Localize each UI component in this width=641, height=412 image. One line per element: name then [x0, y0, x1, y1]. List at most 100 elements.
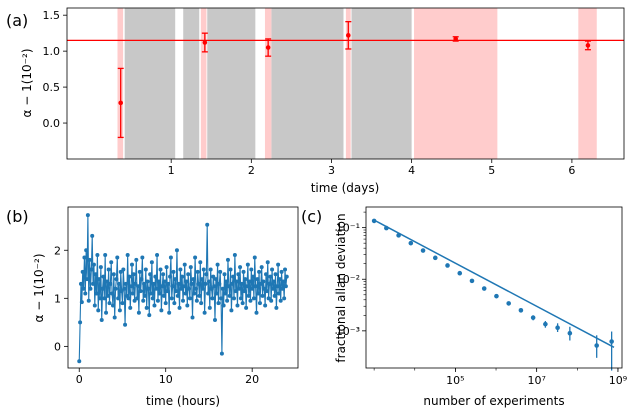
gray-band	[183, 8, 200, 159]
data-point	[271, 279, 276, 284]
data-point	[256, 291, 261, 296]
x-tick-label: 6	[568, 164, 575, 177]
x-tick-label: 10⁹	[609, 374, 627, 387]
data-point	[216, 301, 221, 306]
data-point	[238, 265, 243, 270]
data-point	[105, 293, 110, 298]
data-point	[78, 281, 83, 286]
data-point	[184, 279, 189, 284]
data-point	[234, 279, 239, 284]
data-point	[276, 291, 281, 296]
data-point	[111, 272, 116, 277]
data-point	[396, 233, 401, 238]
data-point	[88, 286, 93, 291]
data-point	[197, 293, 202, 298]
data-point	[91, 262, 96, 267]
data-point	[167, 310, 172, 315]
data-point	[110, 291, 115, 296]
data-point	[93, 272, 98, 277]
data-point	[90, 233, 95, 238]
x-tick-label: 4	[408, 164, 415, 177]
data-point	[80, 269, 85, 274]
data-point	[190, 315, 195, 320]
panel-a-plot-area	[67, 8, 624, 159]
data-point	[251, 274, 256, 279]
panel-c-x-label: number of experiments	[423, 394, 564, 408]
data-point	[205, 222, 210, 227]
red-band	[345, 8, 351, 159]
data-point	[279, 269, 284, 274]
data-point	[149, 291, 154, 296]
data-point	[172, 301, 177, 306]
data-point	[243, 277, 248, 282]
data-point	[225, 257, 230, 262]
data-point	[250, 286, 255, 291]
data-point	[176, 281, 181, 286]
data-point	[265, 260, 270, 265]
data-point	[157, 291, 162, 296]
data-point	[162, 279, 167, 284]
data-point	[159, 308, 164, 313]
data-point	[143, 267, 148, 272]
data-point	[189, 281, 194, 286]
red-band	[578, 8, 597, 159]
data-point	[109, 260, 114, 265]
data-point	[139, 277, 144, 282]
data-point	[193, 255, 198, 260]
x-tick-label: 5	[488, 164, 495, 177]
panel-b-y-ticks: 0 1 2	[54, 244, 68, 353]
data-point	[173, 277, 178, 282]
data-point	[530, 315, 536, 320]
data-point	[136, 284, 141, 289]
panel-b: (b) 0 10 20 0 1 2 time (hours) α − 1(10⁻²)	[6, 206, 299, 408]
data-point	[260, 293, 265, 298]
data-point	[117, 308, 122, 313]
data-point	[567, 330, 573, 336]
data-point	[85, 277, 90, 282]
data-point	[209, 286, 214, 291]
data-point	[196, 281, 201, 286]
x-tick-label: 1	[168, 164, 175, 177]
panel-label-a: (a)	[6, 11, 28, 30]
data-point	[128, 305, 133, 310]
panel-a: (a) 1 2 3 4 5 6 0.0 0.5 1.0 1.5 time (days) α − …	[6, 7, 625, 195]
data-point	[246, 293, 251, 298]
data-point	[134, 257, 139, 262]
data-point	[86, 298, 91, 303]
data-point	[200, 277, 205, 282]
data-point	[129, 262, 134, 267]
data-point	[278, 298, 283, 303]
data-point	[150, 296, 155, 301]
data-point	[217, 281, 222, 286]
data-point	[269, 298, 274, 303]
data-point	[87, 257, 92, 262]
data-point	[112, 315, 117, 320]
data-point	[219, 351, 224, 356]
data-point	[77, 359, 82, 364]
data-point	[257, 301, 262, 306]
data-point	[81, 286, 86, 291]
data-point	[229, 308, 234, 313]
data-point	[236, 272, 241, 277]
data-point	[89, 267, 94, 272]
y-tick-label: 0.5	[43, 81, 61, 94]
data-point	[225, 298, 230, 303]
red-band	[200, 8, 207, 159]
data-point	[186, 272, 191, 277]
gray-band	[124, 8, 176, 159]
data-point	[252, 255, 257, 260]
data-point	[101, 274, 106, 279]
panel-b-plot-area	[77, 213, 289, 364]
data-point	[130, 291, 135, 296]
data-point	[222, 272, 227, 277]
data-point	[212, 284, 217, 289]
data-point	[95, 253, 100, 258]
data-point	[156, 279, 161, 284]
panel-b-frame	[67, 206, 299, 369]
data-point	[129, 284, 134, 289]
data-point	[254, 310, 259, 315]
data-point	[235, 303, 240, 308]
data-point	[180, 274, 185, 279]
data-point	[283, 284, 288, 289]
